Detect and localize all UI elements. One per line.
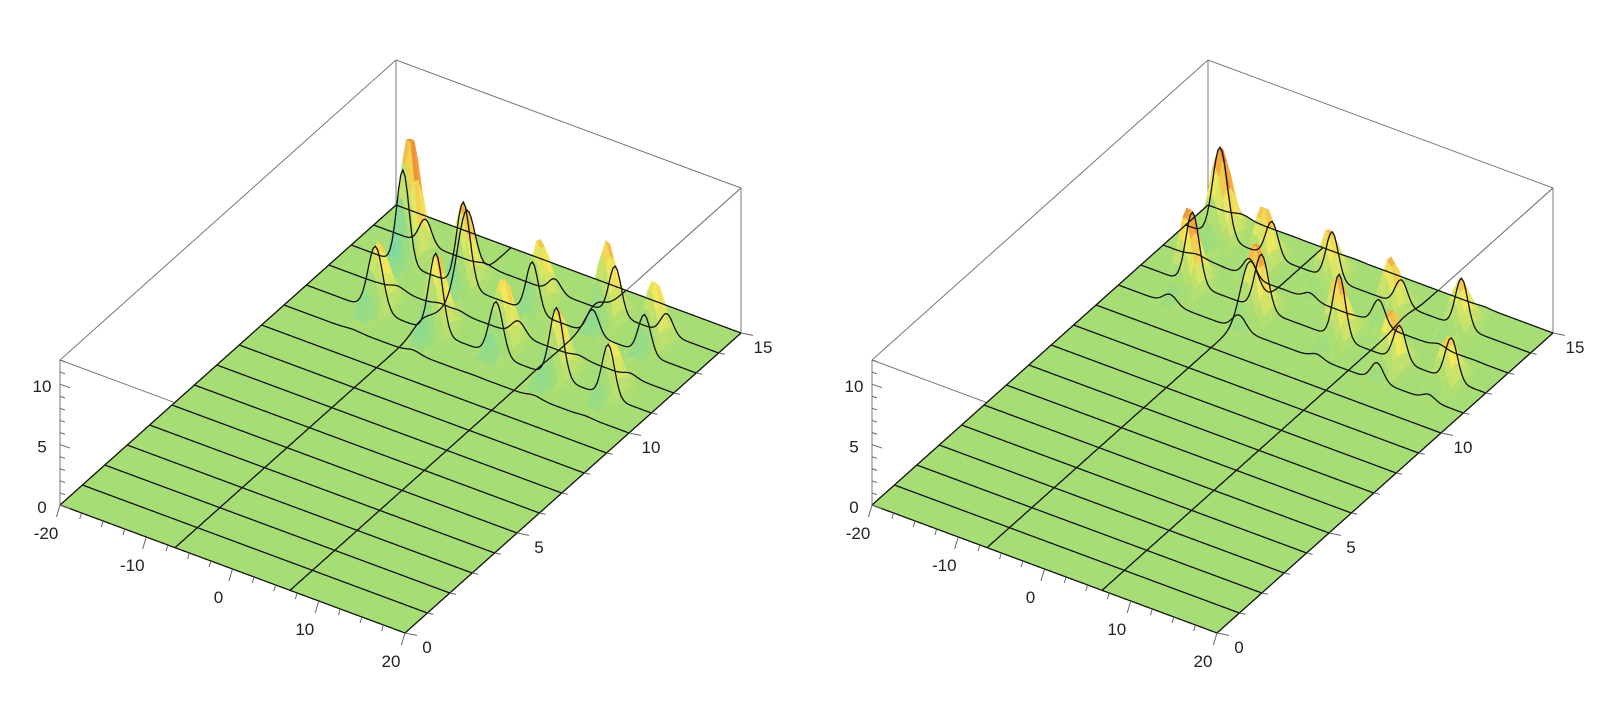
- surface: [59, 138, 742, 634]
- box-edge: [59, 59, 397, 361]
- box-edge: [395, 59, 742, 189]
- surface-plot-left: -20 -10 0 10 20 0 5 10 15 0 5 10: [0, 0, 811, 714]
